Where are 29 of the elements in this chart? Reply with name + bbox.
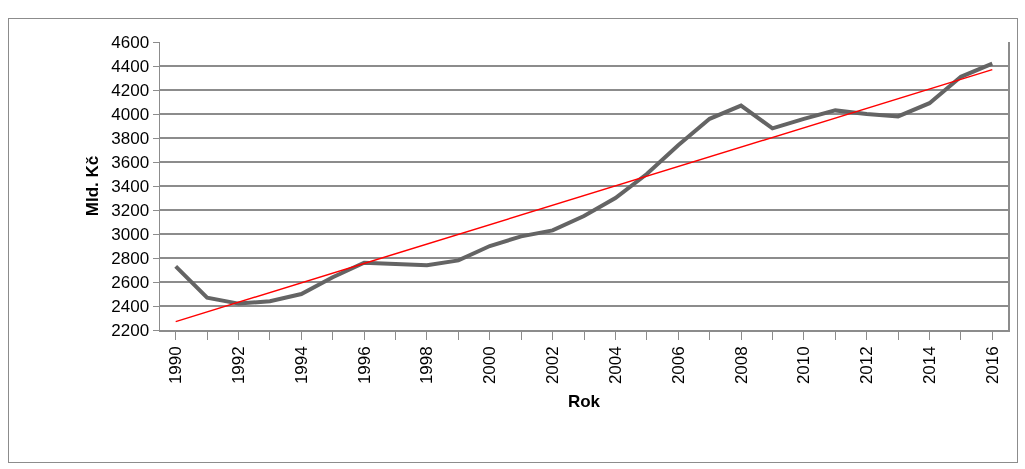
x-tick-label: 1990 <box>166 346 186 385</box>
x-tick-label: 2000 <box>480 346 500 385</box>
y-tick-label: 4600 <box>111 32 150 52</box>
y-tick-label: 2200 <box>111 320 150 340</box>
y-tick-label: 3000 <box>111 224 150 244</box>
y-axis-title: Mld. Kč <box>83 155 103 217</box>
x-tick-label: 1992 <box>229 346 249 385</box>
y-tick-label: 3800 <box>111 128 150 148</box>
y-tick-label: 2400 <box>111 296 150 316</box>
y-tick-label: 3600 <box>111 152 150 172</box>
x-tick-label: 1994 <box>291 346 311 385</box>
x-tick-label: 2006 <box>668 346 688 385</box>
x-tick-label: 1998 <box>417 346 437 385</box>
x-axis-title: Rok <box>567 392 601 412</box>
x-tick-label: 2014 <box>920 346 940 385</box>
x-tick-label: 1996 <box>354 346 374 385</box>
y-tick-label: 3200 <box>111 200 150 220</box>
y-tick-label: 2600 <box>111 272 150 292</box>
y-tick-label: 3400 <box>111 176 150 196</box>
y-tick-label: 4200 <box>111 80 150 100</box>
x-tick-label: 2016 <box>982 346 1002 385</box>
y-tick-label: 2800 <box>111 248 150 268</box>
x-tick-label: 2012 <box>857 346 877 385</box>
y-tick-label: 4000 <box>111 104 150 124</box>
x-tick-label: 2008 <box>731 346 751 385</box>
y-tick-label: 4400 <box>111 56 150 76</box>
x-tick-label: 2002 <box>543 346 563 385</box>
x-tick-label: 2010 <box>794 346 814 385</box>
x-tick-label: 2004 <box>605 346 625 385</box>
